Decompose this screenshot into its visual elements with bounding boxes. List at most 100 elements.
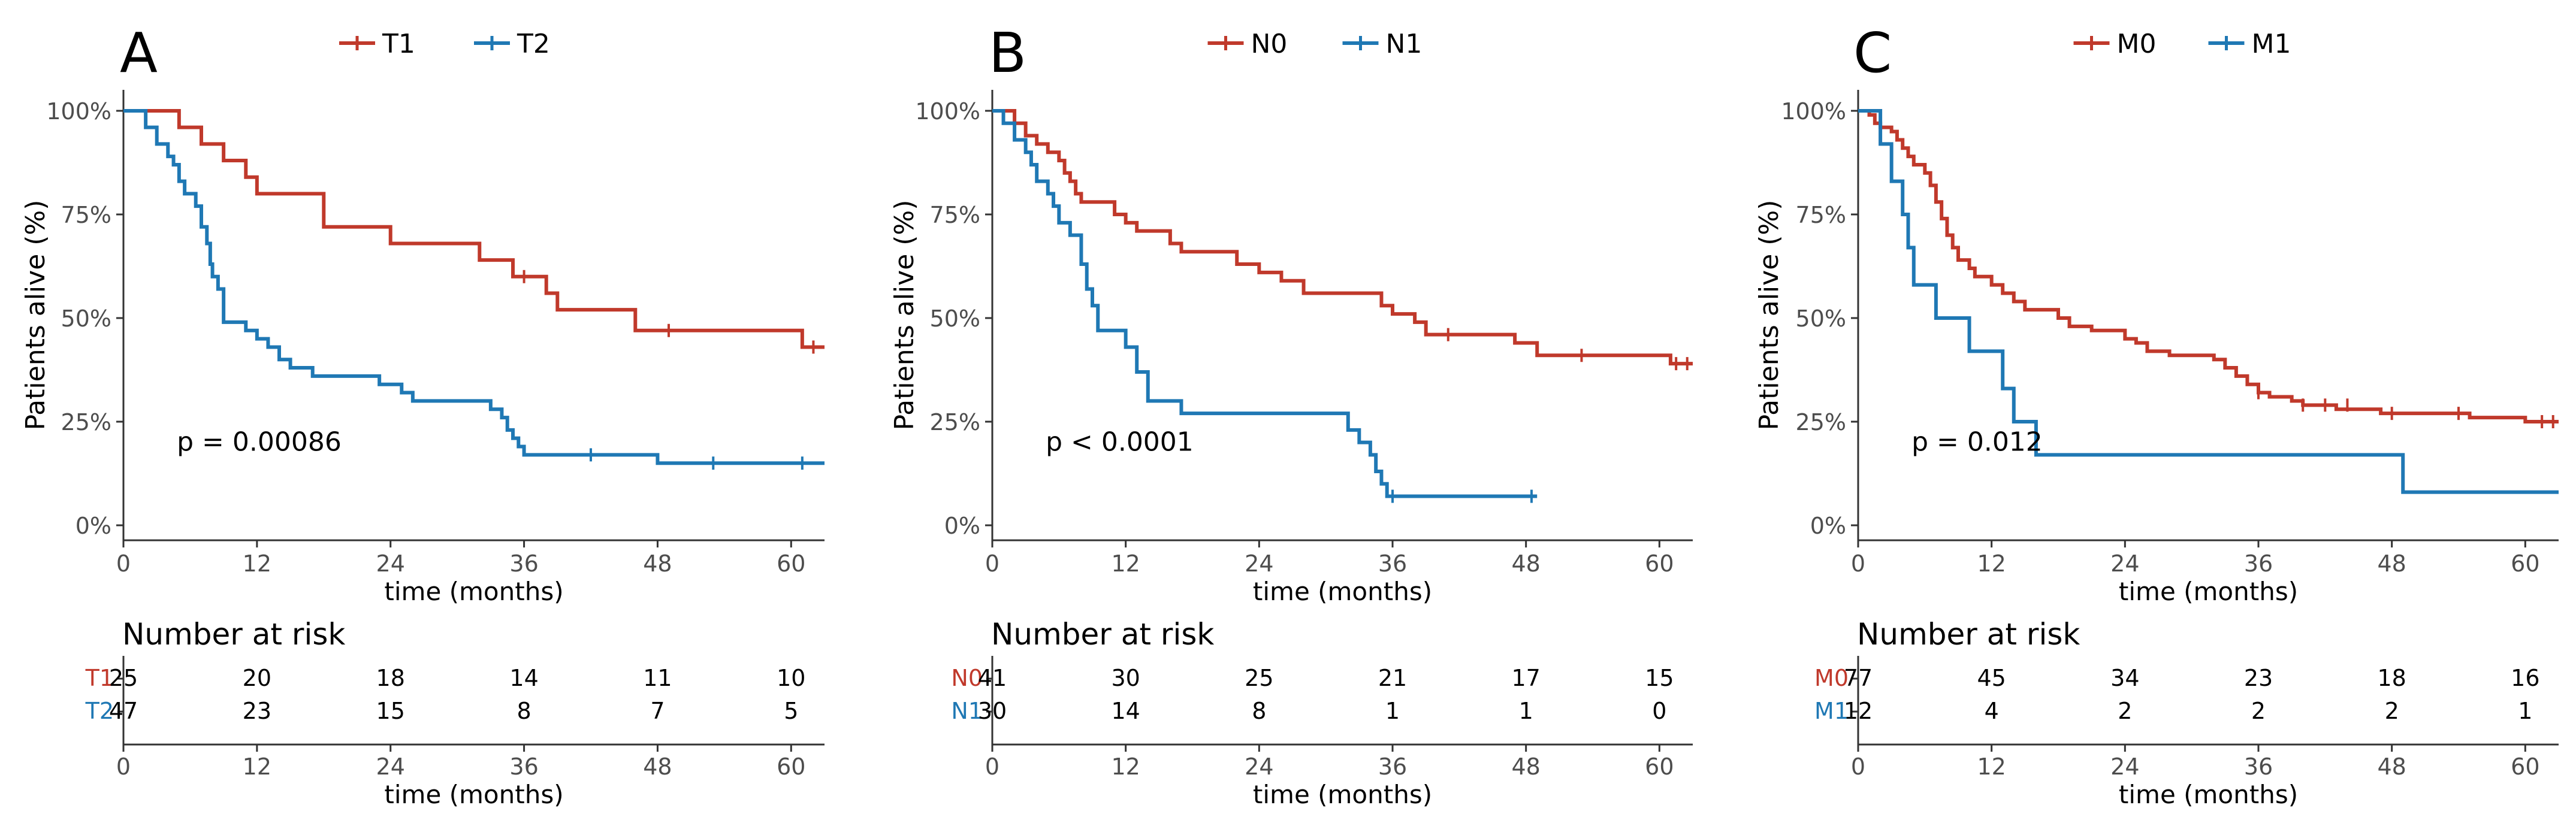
risk-x-axis-label: time (months) [1253,780,1432,809]
p-value: p < 0.0001 [1046,426,1194,457]
y-tick-label: 0% [944,513,980,539]
legend-label: M0 [2117,29,2157,59]
risk-x-tick-label: 48 [1511,754,1540,780]
risk-value: 47 [109,698,138,724]
y-tick-label: 0% [76,513,111,539]
survival-curve-n0 [992,109,1693,366]
risk-row-label: T1 [85,665,114,691]
legend-label: T1 [382,29,415,59]
risk-value: 15 [376,698,405,724]
y-tick-label: 50% [1796,305,1846,332]
risk-row-label: M0 [1814,665,1849,691]
x-tick-label: 48 [1511,550,1540,577]
risk-value: 30 [1111,665,1140,691]
risk-x-tick-label: 0 [985,754,999,780]
y-tick-label: 25% [1796,409,1846,435]
x-tick-label: 24 [1245,550,1273,577]
risk-value: 25 [109,665,138,691]
risk-value: 17 [1511,665,1540,691]
risk-value: 20 [243,665,271,691]
risk-value: 14 [1111,698,1140,724]
survival-curve-m0 [1858,109,2559,423]
risk-value: 23 [2244,665,2273,691]
risk-value: 1 [1519,698,1533,724]
p-value: p = 0.012 [1911,426,2043,457]
risk-x-tick-label: 12 [243,754,271,780]
risk-value: 21 [1378,665,1407,691]
p-value: p = 0.00086 [177,426,342,457]
risk-value: 0 [1652,698,1666,724]
x-tick-label: 36 [1378,550,1407,577]
risk-value: 77 [1844,665,1873,691]
y-axis-label: Patients alive (%) [889,200,920,431]
risk-value: 4 [1985,698,1999,724]
risk-x-tick-label: 24 [2110,754,2139,780]
risk-x-tick-label: 36 [2244,754,2273,780]
risk-x-tick-label: 0 [116,754,131,780]
risk-x-tick-label: 36 [509,754,538,780]
risk-row-label: T2 [85,698,114,724]
risk-value: 5 [784,698,798,724]
risk-x-tick-label: 36 [1378,754,1407,780]
x-tick-label: 12 [1977,550,2006,577]
risk-value: 34 [2110,665,2139,691]
risk-x-tick-label: 48 [643,754,672,780]
risk-value: 8 [1252,698,1266,724]
survival-curve-m1 [1858,109,2559,494]
risk-table-title: Number at risk [991,617,1214,652]
x-axis-label: time (months) [2119,577,2298,606]
x-tick-label: 0 [1851,550,1865,577]
risk-value: 8 [517,698,531,724]
risk-x-tick-label: 60 [2511,754,2539,780]
x-tick-label: 36 [2244,550,2273,577]
y-axis-label: Patients alive (%) [1754,200,1784,431]
x-tick-label: 12 [243,550,271,577]
risk-x-tick-label: 12 [1111,754,1140,780]
risk-x-tick-label: 60 [777,754,805,780]
risk-value: 30 [978,698,1007,724]
y-tick-label: 50% [930,305,980,332]
risk-x-tick-label: 60 [1645,754,1674,780]
risk-value: 2 [2251,698,2266,724]
risk-value: 45 [1977,665,2006,691]
risk-table-title: Number at risk [1857,617,2080,652]
x-tick-label: 48 [643,550,672,577]
risk-row-label: M1 [1814,698,1849,724]
x-tick-label: 0 [985,550,999,577]
panel-a: A T1 T2 Patients alive (%) 0% 25% 50% 75% 100% 0 1… [20,21,825,809]
risk-value: 18 [376,665,405,691]
x-tick-label: 60 [1645,550,1674,577]
y-tick-label: 75% [61,202,111,228]
risk-value: 12 [1844,698,1873,724]
x-tick-label: 60 [2511,550,2539,577]
risk-x-tick-label: 12 [1977,754,2006,780]
y-axis-label: Patients alive (%) [20,200,51,431]
risk-value: 7 [650,698,665,724]
x-tick-label: 36 [509,550,538,577]
risk-value: 25 [1245,665,1273,691]
risk-value: 16 [2511,665,2539,691]
risk-value: 1 [1385,698,1400,724]
x-axis-label: time (months) [1253,577,1432,606]
legend-label: N1 [1386,29,1423,59]
panel-c: C M0 M1 Patients alive (%) 0% 25% 50% 75% 100% 0 1… [1754,21,2559,809]
risk-value: 23 [243,698,271,724]
x-axis-label: time (months) [384,577,563,606]
y-tick-label: 50% [61,305,111,332]
y-tick-label: 100% [1781,98,1846,125]
risk-x-tick-label: 24 [376,754,405,780]
risk-value: 11 [643,665,672,691]
y-tick-label: 25% [930,409,980,435]
x-tick-label: 0 [116,550,131,577]
legend-label: M1 [2252,29,2291,59]
x-tick-label: 60 [777,550,805,577]
y-tick-label: 0% [1810,513,1846,539]
legend-label: N0 [1251,29,1288,59]
x-tick-label: 24 [2110,550,2139,577]
y-tick-label: 75% [1796,202,1846,228]
survival-curve-t1 [123,109,825,349]
y-tick-label: 100% [915,98,980,125]
risk-value: 18 [2377,665,2406,691]
risk-value: 14 [509,665,538,691]
